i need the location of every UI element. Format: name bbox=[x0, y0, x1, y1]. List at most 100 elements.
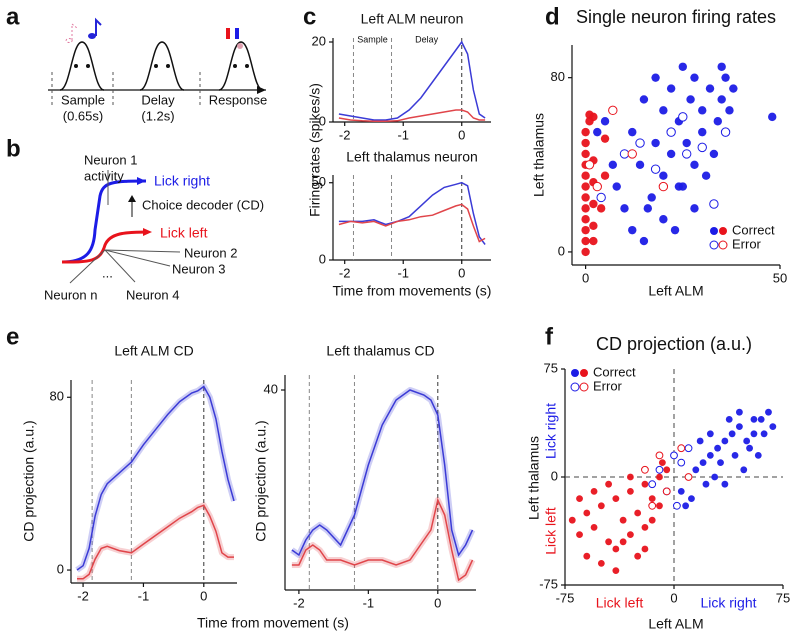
x-tick-label: -1 bbox=[397, 265, 409, 280]
point bbox=[666, 84, 676, 93]
point bbox=[677, 458, 686, 467]
point bbox=[655, 451, 664, 460]
neuron-label: activity bbox=[84, 168, 124, 183]
mouse-heads bbox=[59, 41, 264, 91]
quadrant-label: Lick right bbox=[700, 595, 756, 611]
point bbox=[677, 488, 685, 495]
point bbox=[684, 473, 693, 481]
sound-cue bbox=[65, 17, 102, 44]
point bbox=[596, 204, 606, 213]
neuron-axes bbox=[69, 249, 181, 284]
point bbox=[581, 215, 590, 224]
point bbox=[596, 192, 606, 203]
legend-marker bbox=[718, 240, 728, 250]
x-axis-label: Left ALM bbox=[648, 283, 703, 299]
epoch-label: Response bbox=[209, 92, 268, 107]
point bbox=[696, 437, 704, 445]
x-axis-label: Time from movement (s) bbox=[197, 615, 349, 631]
point bbox=[721, 73, 730, 82]
panel-label: f bbox=[545, 323, 554, 350]
legend-marker bbox=[571, 369, 579, 377]
point bbox=[619, 516, 627, 524]
point bbox=[670, 451, 678, 460]
point bbox=[681, 149, 692, 159]
x-tick-label: 0 bbox=[582, 270, 589, 285]
x-tick-label: 0 bbox=[200, 588, 207, 603]
y-tick-label: 80 bbox=[50, 389, 64, 404]
point bbox=[659, 171, 668, 180]
ellipsis: ... bbox=[102, 265, 113, 280]
legend-marker bbox=[719, 227, 727, 235]
panel-label: c bbox=[303, 3, 316, 30]
point bbox=[576, 531, 583, 538]
point bbox=[597, 560, 605, 567]
chart-title: Left ALM neuron bbox=[361, 11, 464, 27]
point bbox=[721, 480, 729, 488]
point bbox=[641, 524, 649, 531]
x-tick-label: 75 bbox=[776, 590, 790, 605]
point bbox=[750, 416, 758, 423]
lick-left-label: Lick left bbox=[160, 225, 208, 241]
point bbox=[659, 215, 668, 224]
line bbox=[338, 40, 486, 121]
point bbox=[585, 110, 594, 119]
point bbox=[639, 95, 649, 104]
point bbox=[682, 138, 691, 148]
point bbox=[678, 62, 688, 71]
x-tick-label: -1 bbox=[363, 595, 375, 610]
y-tick-label: 0 bbox=[319, 113, 326, 128]
point bbox=[590, 524, 598, 531]
point bbox=[663, 466, 671, 474]
y-axis-label: Firing rates (spikes/s) bbox=[307, 83, 323, 217]
point bbox=[608, 105, 618, 116]
eyes bbox=[74, 64, 249, 68]
point bbox=[627, 149, 637, 159]
line bbox=[76, 385, 235, 571]
point bbox=[711, 473, 719, 481]
lick-right-label: Lick right bbox=[154, 173, 210, 189]
line bbox=[338, 181, 486, 245]
legend-marker bbox=[580, 369, 588, 377]
y-tick-label: 0 bbox=[57, 561, 64, 576]
point bbox=[659, 106, 668, 115]
y-tick-label: 0 bbox=[551, 468, 558, 483]
point bbox=[641, 480, 649, 488]
point bbox=[740, 466, 748, 474]
arrow-head bbox=[143, 228, 152, 236]
epoch-duration: (1.2s) bbox=[141, 108, 174, 123]
panel-label: e bbox=[6, 323, 19, 350]
point bbox=[597, 502, 605, 510]
point bbox=[706, 430, 714, 438]
epoch-duration: (0.65s) bbox=[63, 108, 103, 123]
chart-title: Left thalamus neuron bbox=[346, 149, 478, 165]
point bbox=[757, 416, 765, 423]
point bbox=[581, 247, 590, 257]
point bbox=[656, 502, 663, 510]
point bbox=[612, 182, 621, 191]
x-tick-label: -2 bbox=[293, 595, 305, 610]
point bbox=[635, 138, 645, 148]
legend-marker bbox=[570, 382, 580, 392]
point bbox=[754, 452, 762, 459]
point bbox=[641, 545, 649, 553]
line bbox=[338, 203, 486, 243]
legend-marker bbox=[709, 240, 719, 250]
epoch-dividers bbox=[51, 72, 201, 108]
point bbox=[765, 408, 772, 416]
point bbox=[568, 516, 576, 524]
error-band bbox=[75, 383, 237, 573]
point bbox=[600, 117, 610, 126]
point bbox=[760, 430, 768, 438]
point bbox=[627, 531, 634, 538]
x-axis-label: Time from movements (s) bbox=[333, 283, 492, 299]
lick-right-trajectory bbox=[61, 179, 147, 264]
point bbox=[743, 437, 751, 445]
point bbox=[682, 502, 690, 510]
point bbox=[635, 160, 645, 170]
point bbox=[581, 149, 590, 159]
point bbox=[736, 423, 743, 430]
point bbox=[702, 480, 710, 488]
point bbox=[690, 204, 699, 213]
point bbox=[690, 160, 699, 170]
x-tick-label: -1 bbox=[397, 127, 409, 142]
